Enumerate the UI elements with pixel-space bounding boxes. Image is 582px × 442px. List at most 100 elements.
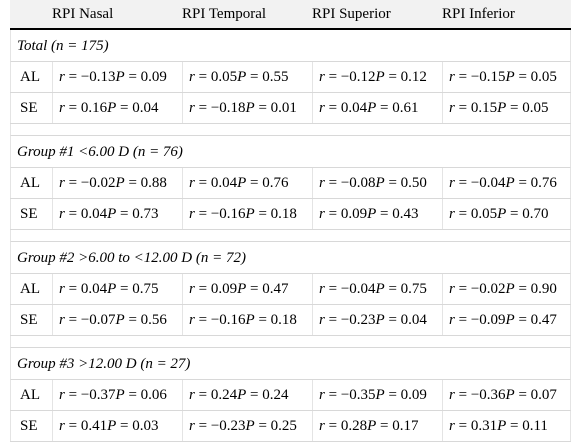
equals-sign: =	[324, 206, 341, 222]
p-value: 0.18	[270, 206, 297, 222]
equals-sign: =	[246, 387, 263, 403]
equals-sign: =	[246, 175, 263, 191]
r-symbol: r	[189, 175, 195, 191]
r-symbol: r	[189, 100, 195, 116]
r-symbol: r	[189, 281, 195, 297]
p-symbol: P	[375, 312, 385, 328]
p-symbol: P	[505, 175, 515, 191]
p-value: 0.61	[392, 100, 419, 116]
r-value: −0.04	[340, 281, 376, 297]
equals-sign: =	[116, 281, 133, 297]
p-symbol: P	[367, 418, 377, 434]
equals-sign: =	[116, 418, 133, 434]
correlation-cell: r = −0.23P = 0.04	[312, 305, 442, 335]
equals-sign: =	[454, 100, 471, 116]
equals-sign: =	[124, 69, 141, 85]
group-spacer	[10, 336, 571, 348]
r-value: 0.04	[340, 100, 368, 116]
equals-sign: =	[376, 206, 393, 222]
p-value: 0.18	[270, 312, 297, 328]
p-value: 0.01	[270, 100, 297, 116]
p-symbol: P	[237, 69, 247, 85]
row-label: AL	[10, 380, 52, 410]
p-value: 0.12	[400, 69, 427, 85]
r-value: 0.41	[80, 418, 108, 434]
p-symbol: P	[107, 281, 117, 297]
row-label: AL	[10, 168, 52, 198]
correlation-cell: r = 0.04P = 0.76	[182, 168, 312, 198]
r-symbol: r	[319, 69, 325, 85]
equals-sign: =	[324, 100, 341, 116]
r-value: 0.09	[210, 281, 238, 297]
p-value: 0.47	[530, 312, 557, 328]
p-value: 0.11	[522, 418, 548, 434]
equals-sign: =	[384, 175, 401, 191]
equals-sign: =	[254, 312, 271, 328]
r-value: 0.31	[470, 418, 498, 434]
equals-sign: =	[64, 100, 81, 116]
equals-sign: =	[194, 281, 211, 297]
r-value: −0.18	[210, 100, 246, 116]
correlation-cell: r = −0.12P = 0.12	[312, 62, 442, 92]
table-row: SE r = 0.41P = 0.03 r = −0.23P = 0.25 r = 0…	[10, 411, 571, 442]
equals-sign: =	[124, 175, 141, 191]
correlation-cell: r = −0.16P = 0.18	[182, 199, 312, 229]
equals-sign: =	[194, 387, 211, 403]
p-value: 0.55	[262, 69, 289, 85]
r-symbol: r	[319, 206, 325, 222]
equals-sign: =	[454, 206, 471, 222]
p-symbol: P	[115, 69, 125, 85]
r-value: 0.05	[210, 69, 238, 85]
correlation-cell: r = 0.41P = 0.03	[52, 411, 182, 441]
table-row: SE r = −0.07P = 0.56 r = −0.16P = 0.18 r = …	[10, 305, 571, 336]
group-spacer	[10, 124, 571, 136]
r-value: 0.15	[470, 100, 498, 116]
equals-sign: =	[454, 387, 471, 403]
p-value: 0.43	[392, 206, 419, 222]
r-value: 0.04	[80, 206, 108, 222]
row-label: SE	[10, 305, 52, 335]
r-value: −0.09	[470, 312, 506, 328]
equals-sign: =	[454, 281, 471, 297]
p-symbol: P	[245, 100, 255, 116]
r-value: −0.04	[470, 175, 506, 191]
p-value: 0.50	[400, 175, 427, 191]
r-symbol: r	[189, 312, 195, 328]
r-symbol: r	[319, 418, 325, 434]
p-value: 0.05	[530, 69, 557, 85]
row-label: SE	[10, 93, 52, 123]
correlation-cell: r = −0.08P = 0.50	[312, 168, 442, 198]
group-title: Total (n = 175)	[10, 30, 571, 62]
equals-sign: =	[194, 100, 211, 116]
p-value: 0.76	[262, 175, 289, 191]
r-value: −0.15	[470, 69, 506, 85]
equals-sign: =	[194, 175, 211, 191]
r-symbol: r	[319, 312, 325, 328]
correlation-cell: r = −0.09P = 0.47	[442, 305, 571, 335]
p-symbol: P	[497, 206, 507, 222]
r-symbol: r	[59, 175, 65, 191]
p-value: 0.24	[262, 387, 289, 403]
r-symbol: r	[319, 281, 325, 297]
r-value: −0.36	[470, 387, 506, 403]
row-label: AL	[10, 274, 52, 304]
equals-sign: =	[64, 387, 81, 403]
equals-sign: =	[514, 281, 531, 297]
r-symbol: r	[449, 387, 455, 403]
correlation-cell: r = −0.13P = 0.09	[52, 62, 182, 92]
equals-sign: =	[246, 69, 263, 85]
r-symbol: r	[59, 206, 65, 222]
r-value: −0.37	[80, 387, 116, 403]
equals-sign: =	[64, 206, 81, 222]
correlation-cell: r = 0.28P = 0.17	[312, 411, 442, 441]
r-symbol: r	[59, 281, 65, 297]
r-value: −0.23	[340, 312, 376, 328]
equals-sign: =	[376, 418, 393, 434]
group-title: Group #1 <6.00 D (n = 76)	[10, 136, 571, 168]
p-value: 0.07	[530, 387, 557, 403]
p-value: 0.70	[522, 206, 549, 222]
equals-sign: =	[64, 69, 81, 85]
r-symbol: r	[189, 418, 195, 434]
equals-sign: =	[64, 175, 81, 191]
equals-sign: =	[506, 418, 523, 434]
